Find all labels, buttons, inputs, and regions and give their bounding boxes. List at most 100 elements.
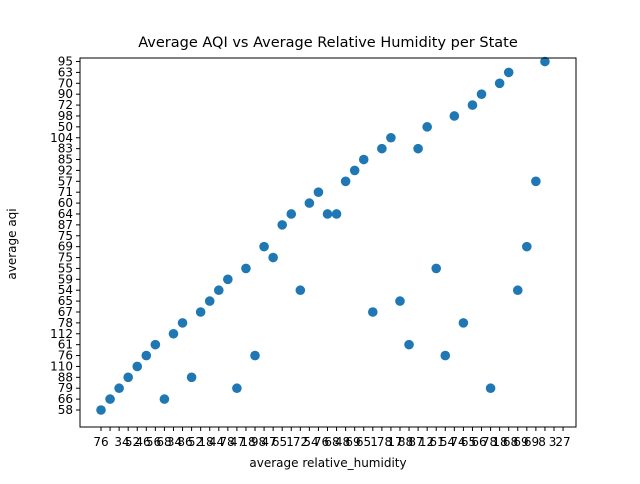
scatter-point — [458, 318, 469, 328]
scatter-point — [195, 307, 206, 317]
y-tick-label: 65 — [58, 294, 73, 308]
x-tick-label: 68 — [156, 435, 171, 449]
scatter-point — [168, 328, 179, 339]
y-tick-label: 112 — [50, 327, 73, 341]
scatter-point — [177, 318, 188, 328]
y-tick-label: 72 — [58, 98, 73, 112]
y-tick-label: 104 — [50, 131, 73, 145]
x-tick-label: 18 — [198, 435, 213, 449]
scatter-point — [304, 198, 315, 208]
y-tick-label: 59 — [58, 272, 73, 286]
scatter-point — [404, 339, 414, 350]
scatter-point — [268, 252, 278, 263]
scatter-point — [123, 372, 133, 383]
x-tick-label: 54 — [303, 435, 318, 449]
y-tick-label: 78 — [58, 316, 73, 330]
scatter-point — [485, 383, 496, 394]
scatter-point — [241, 263, 251, 274]
x-tick-label: 65 — [461, 435, 476, 449]
scatter-points — [96, 56, 550, 415]
x-tick-label: 69 — [524, 435, 539, 449]
x-tick-label: 8 — [538, 435, 546, 449]
scatter-point — [259, 241, 269, 252]
y-tick-label: 85 — [58, 153, 73, 167]
scatter-point — [286, 209, 297, 219]
x-tick-label: 52 — [125, 435, 140, 449]
y-tick-label: 60 — [58, 196, 73, 210]
x-tick-label: 18 — [492, 435, 507, 449]
y-tick-label: 64 — [58, 207, 73, 221]
scatter-point — [232, 383, 242, 394]
y-tick-label: 98 — [58, 109, 73, 123]
x-tick-label: 48 — [335, 435, 350, 449]
x-tick-label: 18 — [240, 435, 255, 449]
scatter-point — [349, 165, 360, 176]
scatter-point — [358, 154, 369, 165]
y-tick-label: 79 — [58, 381, 73, 395]
y-axis-label: average aqi — [5, 208, 19, 280]
scatter-point — [96, 405, 106, 415]
x-tick-label: 86 — [177, 435, 192, 449]
x-tick-label: 78 — [482, 435, 497, 449]
x-tick-label: 78 — [219, 435, 234, 449]
x-tick-label: 44 — [209, 435, 224, 449]
x-tick-label: 76 — [93, 435, 108, 449]
scatter-point — [413, 143, 423, 154]
scatter-point — [105, 394, 115, 404]
y-tick-label: 75 — [58, 251, 73, 265]
x-tick-label: 76 — [314, 435, 329, 449]
y-tick-label: 95 — [58, 55, 73, 69]
scatter-point — [467, 100, 478, 110]
scatter-point — [503, 67, 514, 78]
y-tick-label: 57 — [58, 174, 73, 188]
scatter-point — [440, 350, 451, 361]
scatter-point — [449, 111, 460, 121]
x-tick-label: 34 — [114, 435, 129, 449]
x-tick-label: 12 — [419, 435, 434, 449]
y-tick-label: 58 — [58, 403, 73, 417]
scatter-point — [141, 350, 152, 361]
x-tick-label: 47 — [230, 435, 245, 449]
x-tick-label: 68 — [503, 435, 518, 449]
y-tick-label: 69 — [58, 240, 73, 254]
y-tick-label: 76 — [58, 349, 73, 363]
scatter-point — [386, 132, 396, 143]
scatter-point — [132, 361, 143, 372]
x-tick-label: 88 — [398, 435, 413, 449]
scatter-point — [204, 296, 215, 306]
x-tick-label: 65 — [356, 435, 371, 449]
x-tick-label: 1 — [286, 435, 294, 449]
scatter-point — [531, 176, 541, 187]
scatter-point — [540, 56, 550, 67]
y-tick-label: 87 — [58, 218, 73, 232]
y-axis-ticks: 5866798811076611127867655459557569758764… — [50, 55, 80, 417]
x-tick-label: 34 — [167, 435, 182, 449]
y-tick-label: 92 — [58, 163, 73, 177]
scatter-point — [250, 350, 260, 361]
x-tick-label: 72 — [293, 435, 308, 449]
y-tick-label: 54 — [58, 283, 73, 297]
y-tick-label: 110 — [50, 359, 73, 373]
x-tick-label: 87 — [408, 435, 423, 449]
x-tick-label: 69 — [345, 435, 360, 449]
scatter-point — [377, 143, 387, 154]
scatter-point — [159, 394, 170, 404]
y-tick-label: 67 — [58, 305, 73, 319]
scatter-point — [494, 78, 505, 89]
x-tick-label: 69 — [513, 435, 528, 449]
scatter-point — [522, 241, 532, 252]
x-tick-label: 3 — [549, 435, 557, 449]
y-tick-label: 88 — [58, 370, 73, 384]
y-tick-label: 61 — [58, 338, 73, 352]
scatter-point — [295, 285, 306, 296]
scatter-point — [186, 372, 197, 383]
scatter-point — [512, 285, 523, 296]
x-tick-label: 54 — [440, 435, 455, 449]
chart-title: Average AQI vs Average Relative Humidity… — [138, 35, 518, 51]
scatter-point — [223, 274, 233, 285]
y-tick-label: 55 — [58, 261, 73, 275]
scatter-point — [422, 122, 432, 132]
x-axis-label: average relative_humidity — [249, 456, 407, 470]
scatter-point — [340, 176, 351, 187]
